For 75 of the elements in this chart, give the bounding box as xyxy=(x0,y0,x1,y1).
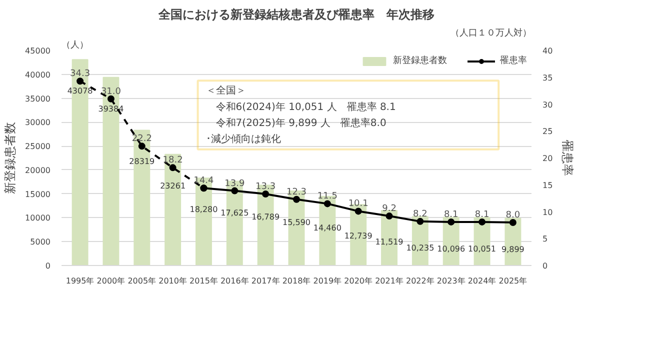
x-tick-label: 2018年 xyxy=(282,276,311,286)
y-axis-title: 新登録患者数 xyxy=(3,122,18,194)
data-label: 8.1 xyxy=(474,210,490,220)
data-label: 14.4 xyxy=(194,176,214,186)
data-label: 12,739 xyxy=(344,232,372,241)
x-tick-label: 2019年 xyxy=(313,276,342,286)
x-tick-label: 2025年 xyxy=(498,276,528,286)
data-label: 11.5 xyxy=(317,192,338,202)
data-label: 10,235 xyxy=(406,244,434,253)
y2-tick-label: 10 xyxy=(542,208,553,217)
data-label: 34.3 xyxy=(70,69,90,80)
x-tick-label: 2000年 xyxy=(96,276,126,286)
y-tick-label: 45000 xyxy=(25,46,51,56)
y2-tick-label: 5 xyxy=(542,234,548,244)
data-label: 8.0 xyxy=(506,210,520,220)
data-label: 13.3 xyxy=(256,182,276,192)
chart-title: 全国における新登録結核患者及び罹患率 年次推移 xyxy=(158,8,434,22)
y-tick-label: 20000 xyxy=(25,166,51,175)
y-tick-label: 10000 xyxy=(25,214,51,223)
y2-tick-label: 40 xyxy=(542,46,553,56)
y2-tick-label: 0 xyxy=(542,262,548,270)
data-label: 10,051 xyxy=(468,244,496,254)
x-tick-label: 2017年 xyxy=(251,276,280,286)
y2-tick-label: 30 xyxy=(542,100,553,110)
data-label: 8.2 xyxy=(413,209,428,220)
data-label: 16,789 xyxy=(252,212,280,222)
y-tick-label: 40000 xyxy=(25,70,51,80)
data-label: 8.1 xyxy=(444,210,458,220)
annotation: ･減少傾向は鈍化 xyxy=(206,133,281,146)
data-label: 11,519 xyxy=(375,237,404,246)
x-tick-label: 2023年 xyxy=(436,276,466,286)
x-tick-label: 2021年 xyxy=(375,276,404,286)
x-tick-label: 2024年 xyxy=(468,276,496,286)
y-tick-label: 5000 xyxy=(30,238,50,247)
x-tick-label: 1995年 xyxy=(66,276,94,286)
x-tick-label: 2010年 xyxy=(158,276,187,286)
annotation: 令和6(2024)年 10,051 人 罹患率 8.1 xyxy=(206,100,396,113)
data-label: 18,280 xyxy=(190,205,218,214)
data-label: 14,460 xyxy=(313,223,342,232)
annotation: ＜全国＞ xyxy=(206,84,246,97)
y-tick-label: 35000 xyxy=(25,94,51,104)
y-tick-label: 25000 xyxy=(25,142,51,152)
x-tick-label: 2020年 xyxy=(344,276,373,286)
data-label: 15,590 xyxy=(282,218,311,228)
data-label: 18.2 xyxy=(162,156,183,166)
data-label: 10,096 xyxy=(437,244,466,254)
legend-label: 新登録患者数 xyxy=(393,54,447,67)
data-label: 12.3 xyxy=(286,187,307,198)
x-tick-label: 2022年 xyxy=(406,276,434,286)
y-tick-label: 15000 xyxy=(25,190,51,199)
data-label: 13.9 xyxy=(224,178,245,189)
y2-tick-label: 20 xyxy=(542,154,553,163)
y-tick-label: 30000 xyxy=(25,118,51,128)
data-label: 17,625 xyxy=(220,208,249,218)
y2-tick-label: 15 xyxy=(542,180,553,190)
text: （人） xyxy=(62,40,88,50)
data-label: 28319 xyxy=(129,157,155,166)
y2-tick-label: 25 xyxy=(542,127,553,136)
data-label: 10.1 xyxy=(348,199,368,210)
y2-tick-label: 35 xyxy=(542,73,553,82)
x-tick-label: 2016年 xyxy=(220,276,249,286)
data-label: 9.2 xyxy=(382,204,396,214)
text: （人口１０万人対） xyxy=(450,28,532,38)
data-label: 39384 xyxy=(98,104,124,114)
data-label: 23261 xyxy=(160,181,186,190)
data-label: 22.2 xyxy=(132,134,152,144)
x-tick-label: 2005年 xyxy=(128,276,156,286)
data-label: 9,899 xyxy=(501,245,524,254)
data-label: 43078 xyxy=(67,86,93,96)
y2-axis-title: 罹患率 xyxy=(560,139,575,176)
y-tick-label: 0 xyxy=(45,262,51,270)
data-label: 31.0 xyxy=(100,86,122,97)
annotation: 令和7(2025)年 9,899 人 罹患率8.0 xyxy=(206,116,386,129)
x-tick-label: 2015年 xyxy=(190,276,218,286)
legend-label: 罹患率 xyxy=(500,54,527,67)
